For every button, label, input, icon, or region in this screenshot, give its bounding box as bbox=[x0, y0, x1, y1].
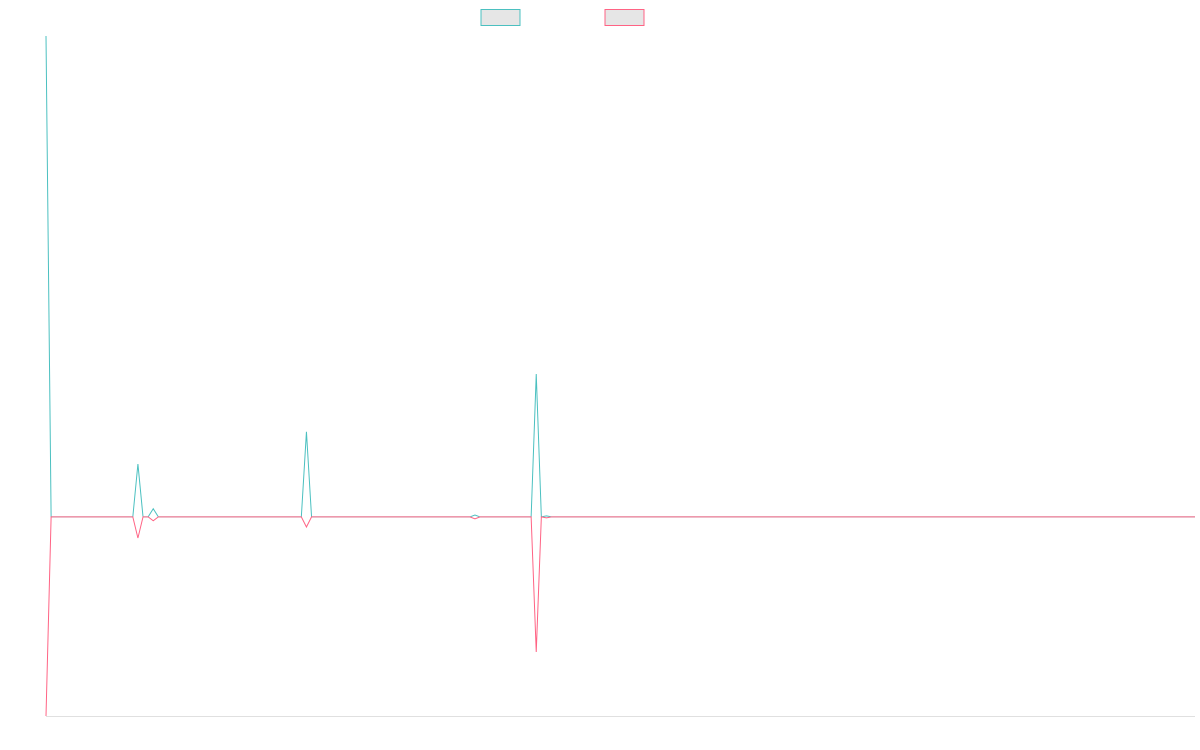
legend-swatch[interactable] bbox=[604, 9, 645, 26]
series-line bbox=[45, 516, 1195, 717]
legend-swatch[interactable] bbox=[480, 9, 521, 26]
series-line bbox=[45, 35, 1195, 518]
